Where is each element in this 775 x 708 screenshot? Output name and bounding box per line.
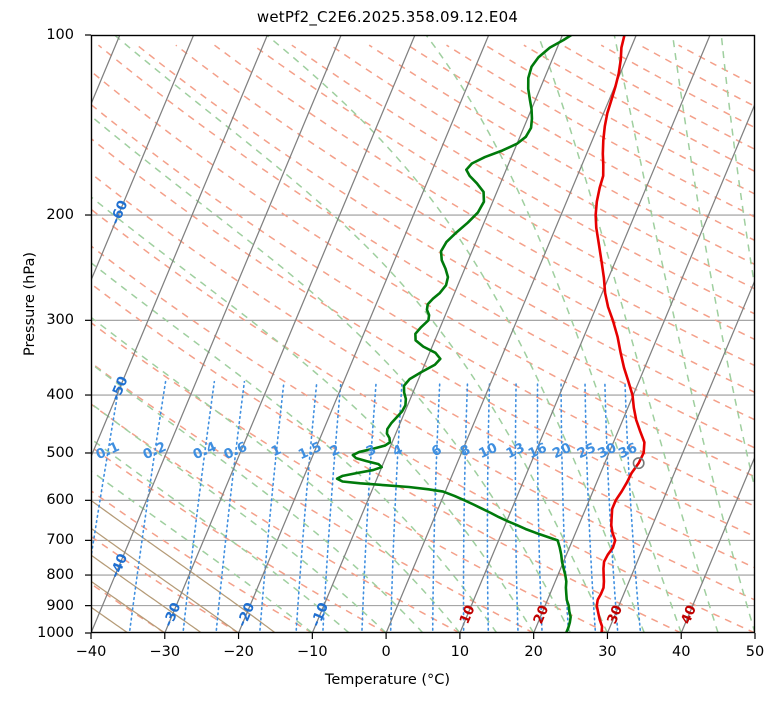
y-tick-600: 600 [46, 492, 74, 509]
y-tick-800: 800 [46, 567, 74, 584]
skewt-canvas: -60-50-40-30 -20 -10 10 20 30 400.1 0.2 0.4 0.6 1 1… [85, 34, 756, 639]
x-axis-label: Temperature (°C) [324, 672, 451, 688]
x-tick-10: 10 [450, 644, 470, 660]
x-tick-50: 50 [745, 644, 765, 660]
x-tick--40: −40 [75, 644, 107, 660]
isotherm-label-10: 10 [457, 603, 479, 627]
dewpoint-curve [335, 35, 573, 633]
isotherm-label-20: 20 [530, 603, 552, 627]
x-tick--10: −10 [297, 644, 328, 660]
parcel-lcl-marker [632, 457, 645, 470]
y-tick-1000: 1000 [37, 625, 74, 641]
isotherm-label-40: 40 [678, 603, 700, 627]
temperature-curve [594, 35, 646, 633]
x-tick--30: −30 [149, 644, 181, 660]
mixing-ratio-label-30: 30 [595, 440, 619, 462]
y-tick-200: 200 [46, 207, 74, 224]
y-tick-100: 100 [46, 27, 74, 43]
isotherm-label-30: 30 [604, 603, 626, 627]
y-tick-300: 300 [46, 312, 74, 329]
x-axis-ticks: −40 −30 −20 −10 0 10 20 30 40 50 [76, 640, 765, 664]
y-tick-900: 900 [46, 597, 74, 614]
x-tick--20: −20 [223, 644, 254, 660]
x-tick-40: 40 [671, 644, 691, 660]
y-tick-700: 700 [46, 532, 74, 549]
x-tick-0: 0 [381, 644, 391, 660]
plot-area: -60 -50 -40 -30 -20 -10 10 20 30 40 0.1 0.2 0.4 0.6 1 1… [85, 34, 756, 639]
x-tick-30: 30 [598, 644, 617, 660]
mixing-ratio-label-36: 36 [616, 440, 640, 462]
mixing-ratio-label-20: 20 [550, 440, 574, 462]
y-axis-ticks: 100 200 300 400 500 600 700 800 900 1000 [0, 27, 84, 641]
mixing-ratio-label-16: 16 [526, 440, 550, 462]
y-tick-500: 500 [46, 444, 74, 461]
mixing-ratio-label-10: 10 [476, 440, 500, 462]
x-tick-20: 20 [524, 644, 543, 660]
mixing-ratio-label-13: 13 [504, 440, 528, 462]
page-title: wetPf2_C2E6.2025.358.09.12.E04 [256, 8, 519, 26]
mixing-ratio-label-25: 25 [575, 440, 599, 462]
y-tick-400: 400 [46, 387, 74, 404]
